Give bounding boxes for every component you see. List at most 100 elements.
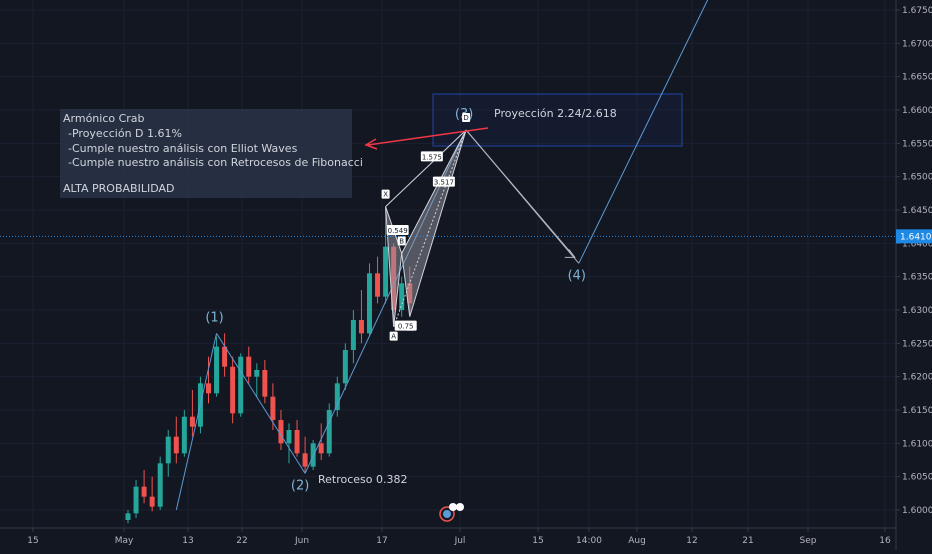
event-marker-badge (456, 503, 464, 511)
harmonic-triangle-bcd (401, 129, 467, 317)
ratio-label: 1.575 (422, 153, 442, 161)
y-tick-label: 1.63000 (902, 306, 932, 316)
overlay: 1.64105 (0, 127, 932, 522)
current-price-badge (896, 229, 932, 244)
x-tick-label: 15 (27, 536, 38, 546)
x-tick-label: 21 (742, 536, 753, 546)
x-tick-label: 17 (376, 536, 387, 546)
x-tick-label: Jul (454, 536, 466, 546)
x-tick-label: 12 (686, 536, 697, 546)
candle-body (246, 356, 252, 377)
harmonic-target-line (465, 129, 576, 258)
pattern-point-label: D (463, 114, 468, 122)
candle-body (206, 383, 211, 394)
annotation-line-1: Armónico Crab (63, 112, 145, 125)
annotation-box[interactable]: Armónico Crab -Proyección D 1.61% -Cumpl… (60, 109, 363, 198)
candle-body (278, 420, 284, 444)
event-marker-dot (443, 510, 451, 518)
y-tick-label: 1.66500 (902, 73, 932, 83)
y-tick-label: 1.65000 (902, 173, 932, 183)
candle-body (214, 346, 220, 394)
y-tick-label: 1.61500 (902, 406, 932, 416)
wave-label: (2) (291, 478, 309, 493)
event-marker-badge (449, 503, 457, 511)
pattern-point-label: X (383, 191, 388, 199)
wave-label: (4) (568, 268, 586, 283)
projection-path (578, 0, 709, 264)
ratio-label: 0.549 (388, 227, 408, 235)
wave-segment (216, 333, 306, 474)
candle-body (318, 443, 324, 454)
candle-body (173, 436, 179, 454)
wave-label: (1) (205, 310, 223, 325)
y-tick-label: 1.60000 (902, 506, 932, 516)
pattern-point-badge (389, 331, 398, 341)
wave-segment (175, 333, 218, 511)
x-tick-label: 13 (182, 536, 193, 546)
candle-body (238, 356, 244, 414)
candle-body (165, 436, 171, 464)
candle-body (350, 320, 356, 350)
candle-body (358, 320, 364, 334)
candle-body (133, 486, 139, 514)
candle-body (286, 430, 292, 444)
candle-body (399, 283, 405, 310)
candle-body (189, 416, 195, 427)
y-tick-label: 1.67500 (902, 6, 932, 16)
x-tick-label: 14:00 (576, 536, 602, 546)
x-tick-label: 22 (236, 536, 247, 546)
candle-body (149, 496, 155, 507)
x-tick-label: May (115, 536, 134, 546)
pattern-point-label: A (391, 333, 396, 341)
y-tick-label: 1.65500 (902, 139, 932, 149)
x-tick-label: 15 (532, 536, 543, 546)
x-tick-label: Sep (800, 536, 817, 546)
event-marker (439, 506, 455, 522)
pattern-point-badge (462, 113, 471, 122)
ratio-label: 0.75 (398, 323, 414, 331)
harmonic-ad-line (393, 129, 467, 327)
candle-body (383, 246, 389, 297)
annotation-line-6: ALTA PROBABILIDAD (63, 182, 174, 195)
annotation-line-3: -Cumple nuestro análisis con Elliot Wave… (68, 142, 298, 155)
pattern-point-badge (381, 189, 390, 199)
ratio-badge (394, 320, 417, 331)
candle-body (254, 370, 260, 377)
candle-body (141, 486, 147, 497)
candle-body (334, 383, 340, 410)
current-price-label: 1.64105 (900, 232, 932, 242)
ratio-badge (386, 225, 409, 235)
y-axis: 1.67500 1.67000 1.66500 1.66000 1.65500 1.650… (895, 0, 932, 550)
y-tick-label: 1.64000 (902, 239, 932, 249)
candle-body (157, 463, 163, 507)
candle-body (125, 513, 131, 520)
callout-arrow-head (364, 138, 378, 150)
candle-body (222, 346, 228, 367)
projection-label: Proyección 2.24/2.618 (494, 107, 617, 120)
candle-body (302, 453, 308, 467)
harmonic-xd-line (385, 129, 467, 208)
y-tick-label: 1.60500 (902, 473, 932, 483)
callout-arrow (367, 127, 489, 146)
candle-body (262, 370, 268, 397)
ratio-badge (432, 176, 455, 187)
y-tick-label: 1.67000 (902, 39, 932, 49)
y-tick-label: 1.64500 (902, 206, 932, 216)
ratio-badge (420, 151, 443, 162)
x-tick-label: Aug (628, 536, 646, 546)
annotation-line-4: -Cumple nuestro análisis con Retrocesos … (68, 156, 363, 169)
pattern-point-label: B (399, 237, 404, 245)
retrace-label: Retroceso 0.382 (318, 473, 408, 486)
y-tick-label: 1.62500 (902, 339, 932, 349)
ratio-label: 3.517 (434, 179, 454, 187)
candle-body (230, 366, 236, 414)
candle-body (342, 350, 348, 384)
candle-body (375, 273, 381, 297)
y-tick-label: 1.63500 (902, 273, 932, 283)
candle-body (270, 396, 276, 420)
y-tick-label: 1.62000 (902, 373, 932, 383)
